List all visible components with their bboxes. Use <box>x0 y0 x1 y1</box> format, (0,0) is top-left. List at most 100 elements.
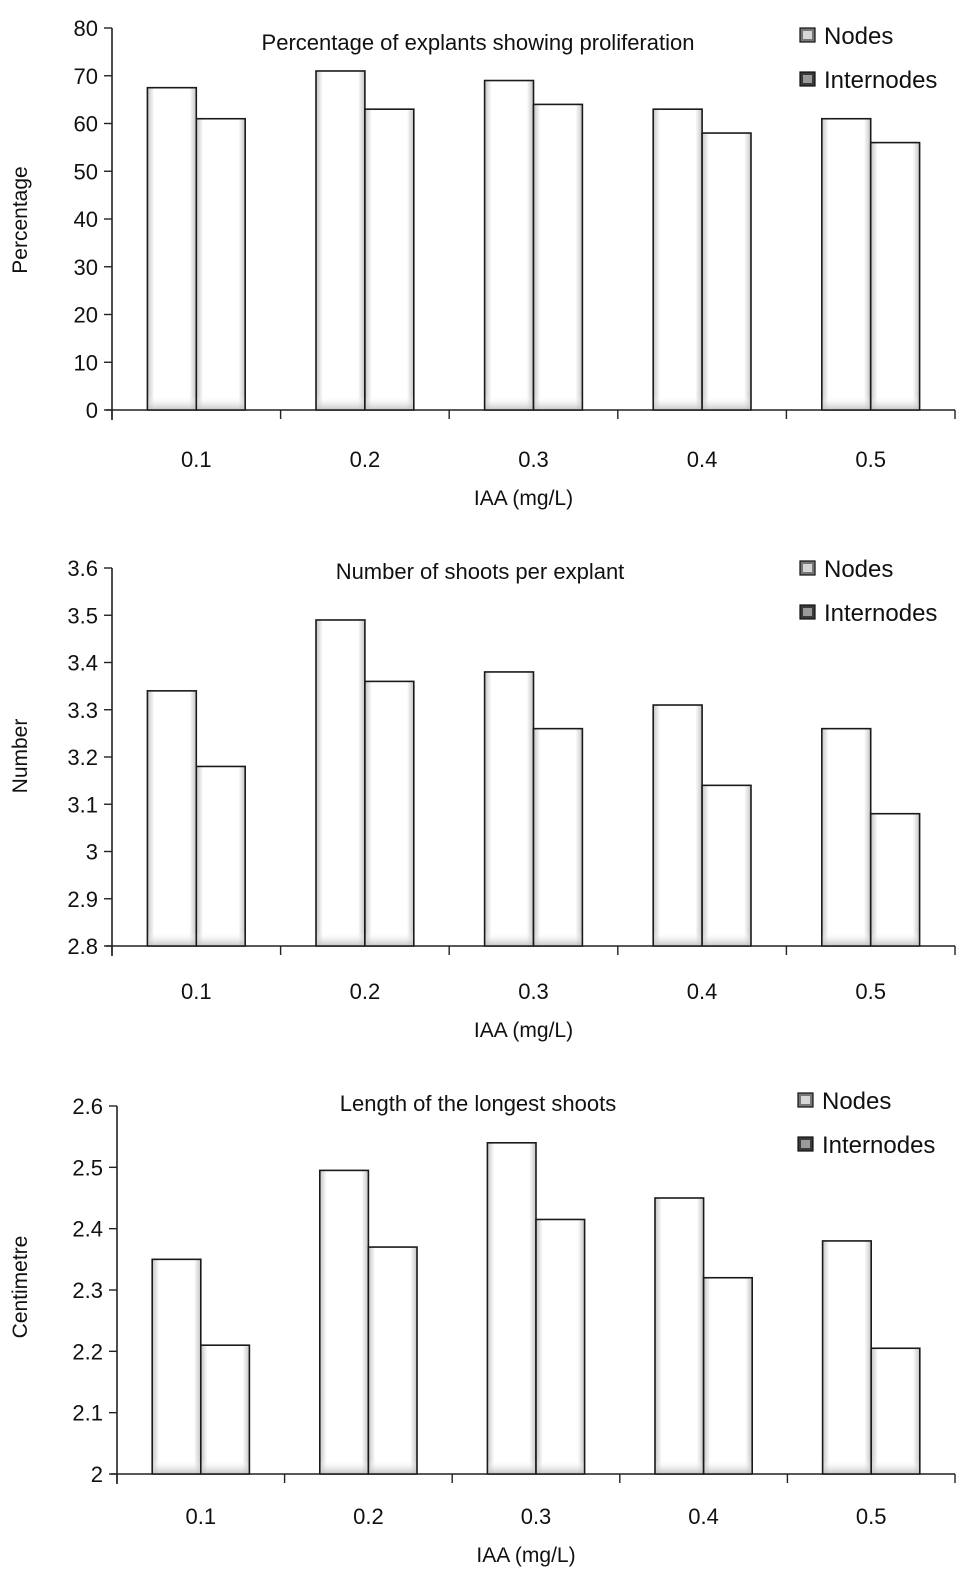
x-tick-label: 0.1 <box>181 979 212 1004</box>
bar-internodes-0.5 <box>869 141 921 411</box>
bar-shade-internodes-0.4 <box>704 1460 752 1474</box>
bar-shade-nodes-0.2 <box>320 1460 368 1474</box>
bar-nodes-0.1 <box>151 1258 202 1475</box>
y-tick-label: 10 <box>74 350 98 375</box>
y-tick-label: 2.9 <box>67 887 98 912</box>
legend-label-internodes: Internodes <box>822 1132 935 1159</box>
bar-internodes-0.2 <box>364 680 415 947</box>
x-tick-label: 0.2 <box>350 447 381 472</box>
x-tick-label: 0.4 <box>687 447 718 472</box>
bar-shade-nodes-0.3 <box>485 932 533 946</box>
y-axis-title: Percentage <box>9 166 32 273</box>
bar-nodes-0.3 <box>483 79 535 411</box>
y-axis-title: Centimetre <box>9 1236 32 1339</box>
bar-nodes-0.2 <box>318 1169 370 1475</box>
x-axis-title: IAA (mg/L) <box>474 1019 573 1042</box>
legend-label-nodes: Nodes <box>822 1088 891 1115</box>
legend-swatch-inner <box>801 1096 810 1104</box>
x-tick-label: 0.3 <box>518 447 549 472</box>
bar-shade-nodes-0.4 <box>655 1460 703 1474</box>
bar-nodes-0.4 <box>652 704 703 947</box>
y-tick-label: 2.5 <box>72 1155 103 1180</box>
y-axis-title: Number <box>9 719 32 794</box>
bar-internodes-0.2 <box>367 1246 418 1475</box>
y-tick-label: 0 <box>86 398 98 423</box>
chart-percentage-proliferation: 0 10 20 30 40 50 60 70 80 0.1 0.2 0.3 0.4 0.5 Percenta… <box>9 16 956 510</box>
y-tick-label: 2.1 <box>72 1401 103 1426</box>
bar-shade-internodes-0.1 <box>197 396 245 410</box>
y-tick-label: 20 <box>74 303 98 328</box>
bar-internodes-0.4 <box>702 1276 754 1475</box>
bar-nodes-0.1 <box>146 690 198 947</box>
y-tick-label: 2.3 <box>72 1278 103 1303</box>
bar-internodes-0.1 <box>195 117 246 411</box>
x-tick-label: 0.4 <box>687 979 718 1004</box>
bar-internodes-0.2 <box>364 108 415 411</box>
chart-title: Number of shoots per explant <box>336 559 625 584</box>
bar-internodes-0.3 <box>532 727 584 947</box>
legend-label-nodes: Nodes <box>824 23 893 50</box>
x-tick-label: 0.5 <box>855 447 886 472</box>
x-tick-label: 0.4 <box>688 1504 719 1529</box>
bar-internodes-0.4 <box>701 784 752 947</box>
bar-shade-internodes-0.1 <box>201 1460 249 1474</box>
bar-shade-internodes-0.4 <box>703 932 750 946</box>
bar-nodes-0.5 <box>821 1240 873 1475</box>
bar-shade-internodes-0.1 <box>197 932 245 946</box>
bar-nodes-0.5 <box>821 727 872 947</box>
y-tick-label: 3.1 <box>67 792 98 817</box>
bar-shade-nodes-0.2 <box>317 932 364 946</box>
y-tick-label: 70 <box>74 64 98 89</box>
bar-nodes-0.3 <box>483 671 535 947</box>
y-tick-label: 2.2 <box>72 1339 103 1364</box>
bar-nodes-0.5 <box>821 117 872 411</box>
bar-shade-internodes-0.4 <box>703 396 750 410</box>
bar-shade-nodes-0.3 <box>485 396 533 410</box>
y-tick-label: 40 <box>74 207 98 232</box>
bar-shade-nodes-0.1 <box>148 932 196 946</box>
bar-shade-nodes-0.1 <box>153 1460 200 1474</box>
x-tick-label: 0.5 <box>856 1504 887 1529</box>
chart-title: Percentage of explants showing prolifera… <box>262 30 695 55</box>
bar-nodes-0.4 <box>654 1197 705 1475</box>
y-tick-label: 3.4 <box>67 651 98 676</box>
x-tick-label: 0.2 <box>353 1504 384 1529</box>
legend-label-nodes: Nodes <box>824 556 893 583</box>
bar-shade-internodes-0.3 <box>534 396 582 410</box>
legend-swatch-inner <box>803 75 812 83</box>
x-tick-label: 0.1 <box>186 1504 217 1529</box>
bar-shade-internodes-0.5 <box>872 1460 919 1474</box>
y-tick-label: 60 <box>74 112 98 137</box>
bar-shade-nodes-0.5 <box>823 1460 871 1474</box>
bar-shade-internodes-0.3 <box>534 932 582 946</box>
y-tick-label: 3.6 <box>67 556 98 581</box>
bar-internodes-0.3 <box>535 1218 586 1475</box>
x-tick-label: 0.1 <box>181 447 212 472</box>
x-axis-title: IAA (mg/L) <box>474 487 573 510</box>
bar-shade-internodes-0.5 <box>871 932 919 946</box>
bar-shade-nodes-0.3 <box>488 1460 535 1474</box>
legend-swatch-inner <box>803 564 812 572</box>
y-tick-label: 2.8 <box>67 934 98 959</box>
y-tick-label: 30 <box>74 255 98 280</box>
y-tick-label: 3.5 <box>67 603 98 628</box>
x-tick-label: 0.3 <box>521 1504 552 1529</box>
bar-internodes-0.1 <box>195 765 246 947</box>
bar-shade-nodes-0.5 <box>822 396 870 410</box>
bar-nodes-0.2 <box>315 70 366 411</box>
bar-shade-internodes-0.2 <box>365 932 413 946</box>
bar-shade-nodes-0.4 <box>654 396 702 410</box>
bar-shade-internodes-0.2 <box>369 1460 417 1474</box>
legend-swatch-inner <box>803 31 812 39</box>
bar-shade-internodes-0.3 <box>537 1460 584 1474</box>
bar-shade-nodes-0.2 <box>317 396 364 410</box>
bar-shade-internodes-0.5 <box>871 396 919 410</box>
legend-label-internodes: Internodes <box>824 600 937 627</box>
y-tick-label: 2.4 <box>72 1217 103 1242</box>
chart-shoots-per-explant: 2.8 2.9 3 3.1 3.2 3.3 3.4 3.5 3.6 0.1 0.2 0.3 0.4 0.5… <box>9 556 956 1042</box>
legend-swatch-inner <box>803 608 812 616</box>
y-tick-label: 2 <box>91 1462 103 1487</box>
y-tick-label: 2.6 <box>72 1094 103 1119</box>
y-tick-label: 50 <box>74 159 98 184</box>
bar-internodes-0.1 <box>200 1344 251 1475</box>
